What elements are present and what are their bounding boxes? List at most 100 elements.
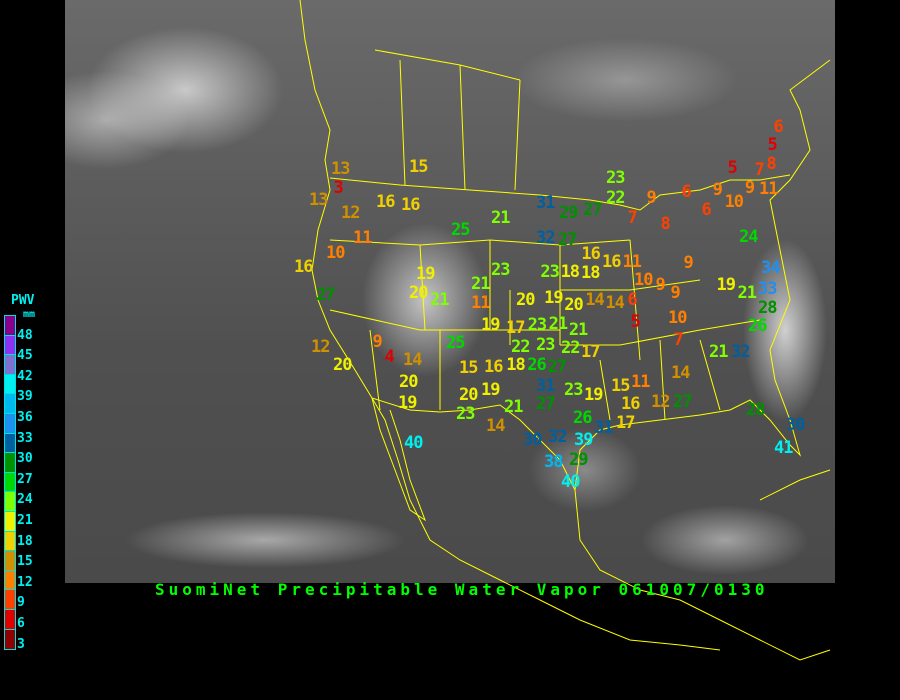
station-pwv-value: 13: [331, 158, 351, 179]
station-pwv-value: 27: [536, 393, 556, 414]
legend-unit: mm: [23, 309, 36, 320]
legend-swatch: [5, 551, 15, 571]
station-pwv-value: 28: [746, 399, 766, 420]
station-pwv-value: 14: [605, 292, 625, 313]
station-pwv-value: 26: [748, 316, 768, 337]
station-pwv-value: 11: [631, 371, 651, 392]
legend-title: PWV: [11, 293, 35, 308]
station-pwv-value: 25: [451, 219, 471, 240]
station-pwv-value: 20: [459, 385, 479, 405]
station-pwv-value: 18: [560, 261, 581, 282]
station-pwv-value: 27: [673, 391, 693, 412]
legend-swatch: [5, 453, 15, 473]
legend-label: 42: [17, 368, 33, 384]
station-pwv-value: 4: [384, 346, 395, 367]
station-pwv-value: 20: [564, 295, 584, 315]
station-pwv-value: 21: [504, 396, 524, 417]
station-pwv-value: 40: [561, 471, 581, 492]
station-pwv-value: 16: [484, 356, 504, 377]
station-pwv-value: 14: [486, 415, 506, 436]
station-pwv-value: 21: [491, 207, 511, 228]
station-pwv-value: 7: [627, 207, 638, 228]
station-pwv-value: 17: [616, 412, 636, 433]
legend-swatch: [5, 492, 15, 512]
station-pwv-value: 16: [602, 251, 622, 272]
station-pwv-value: 19: [716, 274, 737, 295]
station-pwv-value: 5: [767, 135, 778, 155]
legend-swatch: [5, 629, 15, 650]
station-pwv-value: 22: [511, 336, 531, 357]
station-pwv-value: 20: [333, 354, 353, 375]
station-pwv-value: 30: [523, 429, 543, 450]
station-pwv-value: 23: [540, 261, 560, 282]
station-pwv-value: 14: [585, 289, 605, 310]
station-pwv-value: 20: [399, 371, 419, 392]
station-pwv-value: 16: [376, 191, 396, 212]
station-pwv-value: 23: [536, 334, 556, 355]
station-pwv-value: 6: [681, 181, 692, 202]
station-pwv-value: 9: [670, 282, 681, 303]
station-pwv-value: 22: [606, 187, 626, 208]
station-pwv-value: 11: [759, 178, 779, 199]
legend-swatch: [5, 609, 15, 630]
station-pwv-value: 10: [724, 191, 745, 212]
station-pwv-value: 32: [548, 426, 568, 447]
station-pwv-value: 11: [471, 293, 491, 313]
legend-swatch: [5, 394, 15, 414]
legend-swatch: [5, 335, 15, 356]
legend-label: 33: [17, 430, 33, 446]
station-pwv-value: 34: [761, 257, 781, 278]
station-pwv-value: 25: [446, 332, 466, 353]
station-pwv-value: 19: [544, 287, 564, 308]
station-pwv-value: 19: [481, 379, 501, 400]
station-pwv-value: 21: [709, 341, 729, 362]
station-pwv-value: 23: [456, 404, 476, 424]
station-pwv-value: 12: [311, 336, 331, 357]
station-pwv-value: 6: [627, 289, 638, 310]
station-pwv-value: 24: [739, 226, 759, 247]
station-pwv-value: 21: [548, 314, 569, 334]
legend-label: 21: [17, 513, 33, 528]
legend-label: 48: [17, 327, 33, 343]
legend-label: 12: [17, 574, 33, 590]
station-pwv-value: 16: [294, 256, 314, 277]
legend-label: 39: [17, 389, 33, 405]
station-pwv-value: 3: [333, 177, 344, 198]
station-pwv-value: 31: [536, 192, 556, 213]
station-pwv-value: 18: [506, 354, 526, 375]
legend-swatch: [5, 590, 15, 610]
station-pwv-value: 6: [773, 116, 784, 137]
legend-label: 6: [17, 616, 25, 631]
station-pwv-value: 16: [621, 393, 641, 414]
station-pwv-value: 26: [527, 354, 547, 375]
station-pwv-value: 23: [564, 379, 584, 400]
station-pwv-value: 7: [673, 329, 684, 350]
station-pwv-value: 9: [712, 179, 723, 200]
station-pwv-value: 9: [646, 187, 657, 208]
station-pwv-value: 12: [341, 202, 361, 223]
station-pwv-value: 15: [611, 375, 631, 396]
legend-swatch: [5, 531, 15, 552]
station-pwv-value: 15: [409, 156, 429, 177]
station-pwv-value: 19: [481, 314, 501, 335]
station-pwv-value: 12: [651, 391, 671, 412]
station-pwv-value: 19: [416, 263, 436, 284]
station-pwv-value: 27: [558, 229, 578, 250]
legend-swatch: [5, 413, 15, 434]
station-pwv-value: 27: [316, 284, 336, 305]
station-pwv-value: 17: [581, 341, 601, 362]
station-pwv-value: 40: [404, 432, 424, 453]
legend-label: 45: [17, 348, 33, 364]
station-pwv-value: 9: [683, 252, 694, 273]
station-pwv-value: 10: [326, 242, 346, 263]
station-pwv-value: 26: [573, 407, 593, 428]
legend-label: 15: [17, 554, 33, 570]
legend-label: 27: [17, 471, 33, 487]
legend-swatch: [5, 570, 15, 591]
station-pwv-value: 11: [622, 251, 643, 272]
station-pwv-value: 6: [701, 199, 712, 220]
legend-swatch: [5, 316, 15, 336]
station-pwv-value: 29: [569, 449, 589, 470]
station-pwv-value: 21: [737, 282, 758, 303]
station-pwv-value: 20: [516, 289, 536, 310]
